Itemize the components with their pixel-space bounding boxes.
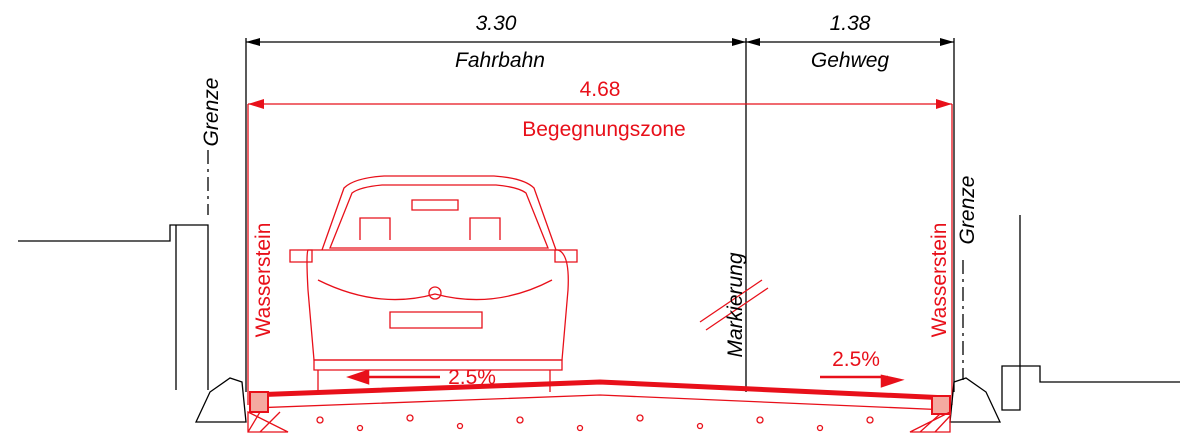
- slope-right: 2.5%: [832, 348, 880, 371]
- grenze-right: Grenze: [956, 176, 979, 245]
- car: [289, 175, 578, 392]
- wasserstein-right: Wasserstein: [928, 223, 951, 338]
- gehweg-width: 1.38: [830, 12, 871, 35]
- grenze-left: Grenze: [200, 78, 223, 147]
- fahrbahn-label: Fahrbahn: [455, 49, 545, 72]
- dimension-lines: [245, 38, 955, 405]
- total-label: Begegnungszone: [522, 118, 685, 141]
- fahrbahn-width: 3.30: [476, 12, 517, 35]
- slope-arrow-right: [820, 374, 905, 388]
- marking-symbol: [699, 279, 769, 331]
- road: [247, 379, 951, 433]
- gehweg-label: Gehweg: [811, 49, 890, 72]
- markierung: Markierung: [724, 252, 747, 357]
- terrain: [18, 150, 1180, 423]
- slope-arrow-left: [346, 369, 440, 385]
- slope-left: 2.5%: [448, 366, 496, 389]
- wasserstein-left: Wasserstein: [252, 223, 275, 338]
- total-width: 4.68: [580, 78, 621, 101]
